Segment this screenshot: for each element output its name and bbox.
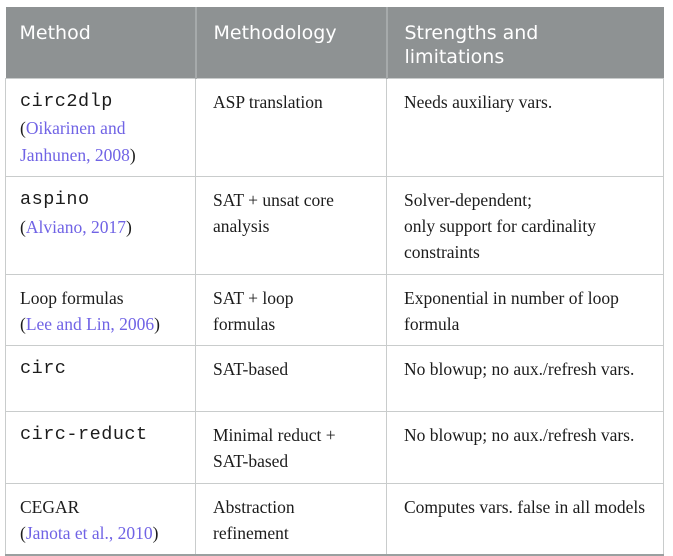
citation: (Oikarinen and Janhunen, 2008) <box>20 115 181 168</box>
header-row: Method Methodology Strengths and limitat… <box>5 7 664 78</box>
citation: (Lee and Lin, 2006) <box>20 311 181 337</box>
citation-link[interactable]: Alviano, 2017 <box>25 216 126 237</box>
method-name: CEGAR <box>20 496 80 517</box>
paren-open: ( <box>20 216 26 237</box>
strengths-cell: Exponential in number of loop formula <box>386 273 664 347</box>
paren-open: ( <box>20 313 26 334</box>
column-header-methodology-label: Methodology <box>213 22 337 44</box>
column-header-strengths: Strengths and limitations <box>385 7 664 78</box>
method-cell: circ-reduct <box>5 411 196 484</box>
strengths-cell: No blowup; no aux./refresh vars. <box>386 411 664 484</box>
column-header-strengths-label: Strengths and limitations <box>404 22 539 68</box>
citation-link[interactable]: Lee and Lin, 2006 <box>25 313 155 334</box>
methodology-cell: Abstraction refinement <box>195 482 387 556</box>
paren-open: ( <box>20 118 26 139</box>
citation-link[interactable]: Janota et al., 2010 <box>25 522 153 543</box>
method-cell: aspino (Alviano, 2017) <box>5 175 196 275</box>
paren-open: ( <box>20 522 26 543</box>
table-row-aspino: aspino (Alviano, 2017) SAT + unsat core … <box>5 175 664 275</box>
citation-link[interactable]: Oikarinen and Janhunen, 2008 <box>20 118 130 165</box>
strengths-cell: No blowup; no aux./refresh vars. <box>386 345 664 413</box>
methods-comparison-table: Method Methodology Strengths and limitat… <box>5 7 664 556</box>
methodology-cell: Minimal reduct + SAT-based <box>195 411 387 484</box>
paren-close: ) <box>125 216 132 237</box>
methodology-cell: SAT-based <box>195 345 387 413</box>
method-cell: circ <box>5 345 196 413</box>
method-name: circ-reduct <box>20 424 148 446</box>
table-figure: Method Methodology Strengths and limitat… <box>5 7 664 556</box>
table-row-circ: circ SAT-based No blowup; no aux./refres… <box>5 345 664 413</box>
methodology-cell: SAT + unsat core analysis <box>195 175 387 275</box>
methodology-cell: SAT + loop formulas <box>195 273 387 347</box>
column-header-method-label: Method <box>19 22 91 44</box>
table-row-loop-formulas: Loop formulas (Lee and Lin, 2006) SAT + … <box>5 273 664 347</box>
table-row-circ2dlp: circ2dlp (Oikarinen and Janhunen, 2008) … <box>5 77 664 177</box>
strengths-cell: Computes vars. false in all models <box>386 482 664 556</box>
method-cell: circ2dlp (Oikarinen and Janhunen, 2008) <box>5 77 196 177</box>
table-row-circ-reduct: circ-reduct Minimal reduct + SAT-based N… <box>5 411 664 484</box>
column-header-method: Method <box>5 7 196 78</box>
method-name: circ2dlp <box>20 90 113 112</box>
citation: (Janota et al., 2010) <box>20 520 181 546</box>
method-name: circ <box>20 358 67 380</box>
strengths-cell: Needs auxiliary vars. <box>386 77 664 177</box>
citation: (Alviano, 2017) <box>20 214 181 240</box>
strengths-cell: Solver-dependent; only support for cardi… <box>386 175 664 275</box>
method-name: Loop formulas <box>20 287 124 308</box>
table-row-cegar: CEGAR (Janota et al., 2010) Abstraction … <box>5 482 664 556</box>
column-header-methodology: Methodology <box>194 7 387 78</box>
method-cell: Loop formulas (Lee and Lin, 2006) <box>5 273 196 347</box>
paren-close: ) <box>152 522 159 543</box>
method-cell: CEGAR (Janota et al., 2010) <box>5 482 196 556</box>
method-name: aspino <box>20 188 90 210</box>
paren-close: ) <box>154 313 160 334</box>
paren-close: ) <box>129 144 136 165</box>
methodology-cell: ASP translation <box>195 77 387 177</box>
